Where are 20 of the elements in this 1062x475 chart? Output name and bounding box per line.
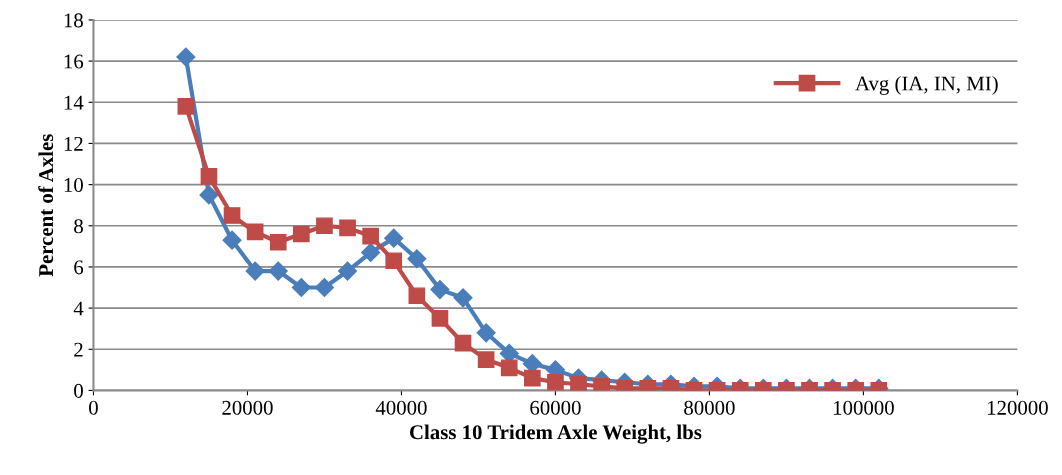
x-tick-label: 100000 bbox=[833, 400, 894, 415]
x-tick-label: 60000 bbox=[530, 400, 581, 415]
y-tick-label: 4 bbox=[73, 301, 84, 316]
y-tick-label: 16 bbox=[64, 54, 84, 69]
legend-label: Avg (IA, IN, MI) bbox=[855, 75, 998, 95]
y-tick-label: 12 bbox=[64, 136, 83, 151]
x-tick-label: 0 bbox=[89, 400, 98, 415]
x-tick-label: 40000 bbox=[375, 400, 427, 415]
y-tick-label: 6 bbox=[74, 260, 84, 275]
y-tick-label: 14 bbox=[64, 95, 84, 110]
x-tick-label: 80000 bbox=[684, 400, 735, 415]
y-tick-label: 8 bbox=[74, 219, 83, 234]
y-axis-title: Percent of Axles bbox=[38, 134, 54, 277]
y-tick-label: 10 bbox=[64, 177, 83, 193]
x-tick-label: 120000 bbox=[987, 400, 1048, 415]
y-tick-label: 0 bbox=[74, 383, 83, 398]
y-tick-label: 18 bbox=[64, 13, 83, 28]
y-tick-label: 2 bbox=[74, 342, 83, 357]
x-axis-title: Class 10 Tridem Axle Weight, lbs bbox=[409, 424, 702, 444]
x-tick-label: 20000 bbox=[222, 400, 273, 415]
